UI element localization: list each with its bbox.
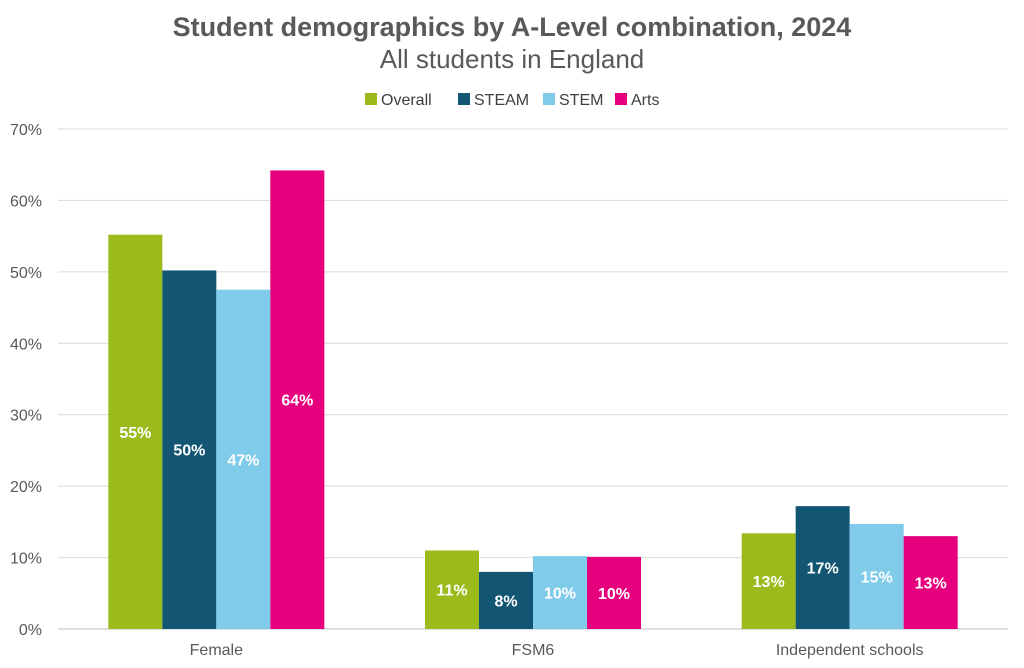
- y-tick-label: 70%: [10, 122, 42, 139]
- data-label: 17%: [807, 561, 839, 578]
- data-label: 13%: [915, 576, 947, 593]
- bar-overall-fsm6: [425, 550, 479, 629]
- y-tick-label: 20%: [10, 479, 42, 496]
- legend-swatch-arts: [615, 93, 627, 105]
- bar-stem-female: [216, 289, 271, 629]
- bar-stem-fsm6: [533, 556, 587, 629]
- bar-steam-female: [162, 270, 217, 629]
- y-tick-label: 10%: [10, 551, 42, 568]
- data-labels: 55% 50% 47% 64% 11% 8% 10% 10% 13% 17% 15% 13%: [119, 393, 946, 611]
- x-category-label: FSM6: [512, 642, 555, 659]
- bar-steam-fsm6: [479, 571, 533, 629]
- bar-arts-independent-schools: [903, 536, 958, 629]
- x-axis-categories: Female FSM6 Independent schools: [190, 642, 924, 659]
- bar-overall-female: [108, 234, 163, 629]
- legend-swatch-steam: [458, 93, 470, 105]
- chart-title: Student demographics by A-Level combinat…: [172, 12, 852, 42]
- y-axis-ticks: 0% 10% 20% 30% 40% 50% 60% 70%: [10, 122, 42, 639]
- x-category-label: Independent schools: [776, 642, 924, 659]
- y-tick-label: 0%: [19, 622, 42, 639]
- data-label: 10%: [544, 586, 576, 603]
- x-category-label: Female: [190, 642, 243, 659]
- legend-label-arts: Arts: [631, 92, 659, 109]
- legend-swatch-stem: [543, 93, 555, 105]
- legend-swatch-overall: [365, 93, 377, 105]
- chart-subtitle: All students in England: [379, 44, 645, 74]
- bar-stem-independent-schools: [849, 524, 904, 629]
- data-label: 15%: [861, 570, 893, 587]
- legend: Overall STEAM STEM Arts: [365, 92, 659, 109]
- data-label: 8%: [494, 593, 517, 610]
- y-tick-label: 40%: [10, 336, 42, 353]
- data-label: 13%: [753, 574, 785, 591]
- data-label: 10%: [598, 586, 630, 603]
- y-tick-label: 50%: [10, 265, 42, 282]
- legend-label-overall: Overall: [381, 92, 432, 109]
- bars: [108, 170, 958, 629]
- legend-label-stem: STEM: [559, 92, 603, 109]
- bar-steam-independent-schools: [795, 506, 850, 629]
- y-tick-label: 60%: [10, 193, 42, 210]
- data-label: 11%: [436, 583, 467, 600]
- y-tick-label: 30%: [10, 408, 42, 425]
- bar-arts-female: [270, 170, 325, 629]
- data-label: 47%: [227, 452, 259, 469]
- data-label: 64%: [281, 393, 313, 410]
- legend-label-steam: STEAM: [474, 92, 529, 109]
- bar-overall-independent-schools: [741, 533, 796, 629]
- data-label: 50%: [173, 443, 205, 460]
- data-label: 55%: [119, 425, 151, 442]
- bar-arts-fsm6: [587, 556, 641, 629]
